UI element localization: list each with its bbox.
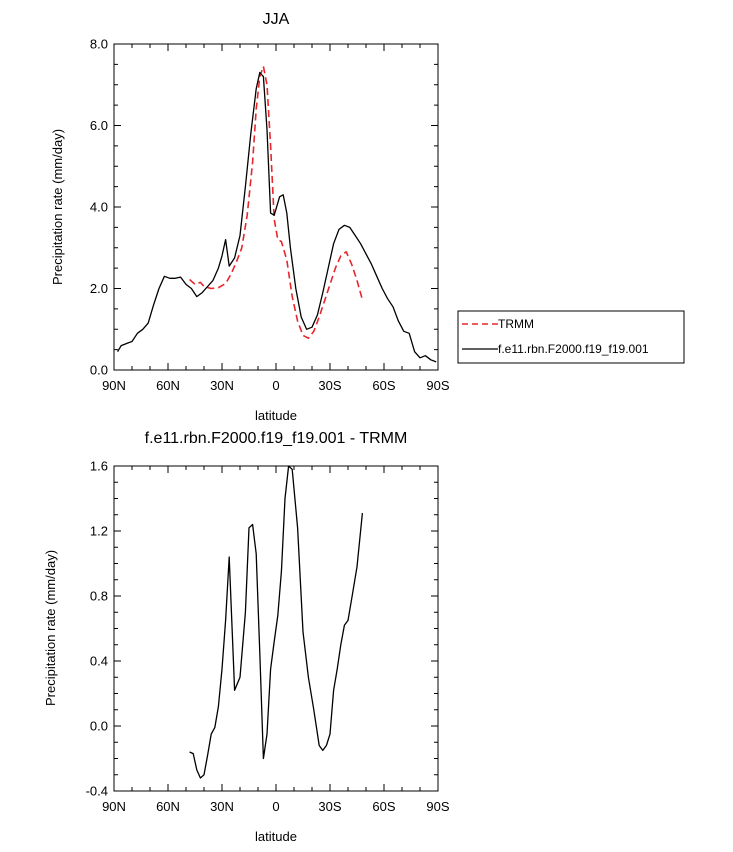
x-tick-label: 30N — [210, 378, 234, 393]
y-tick-label: 0.0 — [90, 719, 108, 734]
legend-label-trmm: TRMM — [498, 317, 534, 331]
axis-ticks: 90N 60N 30N 0 30S 60S 90S 0.0 2.0 4.0 6.0 8.0 — [90, 37, 450, 394]
x-tick-label: 30S — [318, 799, 341, 814]
y-tick-label: 4.0 — [90, 200, 108, 215]
chart-precip-jja: JJA 90N 60N 30N 0 30S 60S 90S 0.0 2.0 4.0 6.0 8.0 l… — [50, 11, 685, 423]
x-tick-label: 90N — [102, 378, 126, 393]
y-tick-label: 8.0 — [90, 37, 108, 52]
series-line-difference — [189, 465, 364, 779]
x-tick-label: 60S — [372, 799, 395, 814]
plot-frame — [113, 465, 439, 792]
legend-label-model: f.e11.rbn.F2000.f19_f19.001 — [498, 342, 649, 356]
series-group — [117, 65, 437, 363]
x-tick-label: 60N — [156, 799, 180, 814]
y-tick-label: -0.4 — [86, 784, 108, 799]
x-tick-label: 60S — [372, 378, 395, 393]
y-tick-label: 0.4 — [90, 654, 108, 669]
x-tick-label: 90N — [102, 799, 126, 814]
chart-title: f.e11.rbn.F2000.f19_f19.001 - TRMM — [145, 430, 408, 447]
x-tick-label: 30N — [210, 799, 234, 814]
y-tick-label: 0.0 — [90, 363, 108, 378]
x-tick-label: 60N — [156, 378, 180, 393]
series-group — [189, 465, 364, 779]
y-tick-label: 1.6 — [90, 459, 108, 474]
y-tick-label: 6.0 — [90, 118, 108, 133]
x-tick-label: 0 — [272, 378, 279, 393]
legend-box — [457, 310, 685, 364]
axis-ticks: 90N 60N 30N 0 30S 60S 90S -0.4 0.0 0.4 0.8 1.2 1.6 — [86, 459, 450, 815]
plot-frame — [113, 43, 439, 371]
y-tick-label: 0.8 — [90, 589, 108, 604]
x-tick-label: 30S — [318, 378, 341, 393]
x-tick-label: 0 — [272, 799, 279, 814]
series-line-model — [117, 71, 437, 363]
chart-title: JJA — [263, 11, 290, 28]
y-axis-label: Precipitation rate (mm/day) — [43, 550, 58, 706]
x-tick-label: 90S — [426, 378, 449, 393]
y-tick-label: 2.0 — [90, 281, 108, 296]
legend: TRMM f.e11.rbn.F2000.f19_f19.001 — [457, 310, 685, 364]
x-axis-label: latitude — [255, 829, 297, 844]
y-axis-label: Precipitation rate (mm/day) — [50, 129, 65, 285]
x-axis-label: latitude — [255, 408, 297, 423]
x-tick-label: 90S — [426, 799, 449, 814]
series-line-trmm — [189, 65, 364, 340]
y-tick-label: 1.2 — [90, 524, 108, 539]
chart-precip-difference: f.e11.rbn.F2000.f19_f19.001 - TRMM 90N 60… — [43, 430, 450, 844]
